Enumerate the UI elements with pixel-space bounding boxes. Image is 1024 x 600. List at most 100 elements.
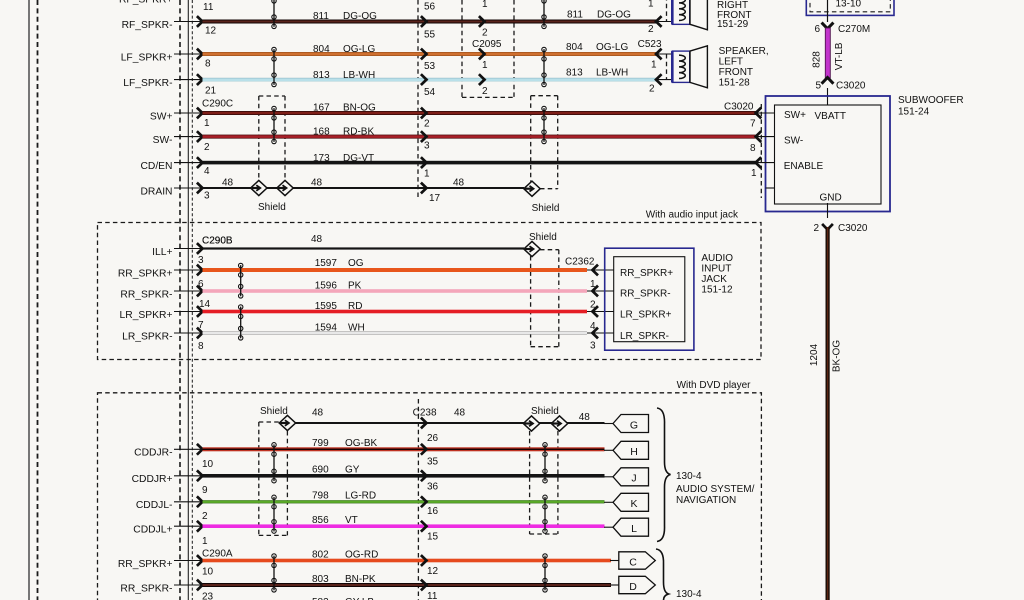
svg-text:7: 7: [198, 320, 204, 331]
svg-text:NAVIGATION: NAVIGATION: [676, 495, 736, 506]
svg-text:811: 811: [567, 10, 583, 21]
svg-text:VT-LB: VT-LB: [834, 42, 845, 70]
svg-text:6: 6: [814, 24, 820, 35]
svg-text:13-10: 13-10: [836, 0, 862, 10]
svg-text:Shield: Shield: [529, 232, 557, 243]
svg-text:With audio input jack: With audio input jack: [646, 210, 739, 221]
svg-text:VBATT: VBATT: [815, 111, 846, 122]
svg-text:RR_SPKR+: RR_SPKR+: [620, 268, 673, 279]
svg-text:2: 2: [424, 119, 430, 130]
svg-text:167: 167: [313, 103, 330, 114]
svg-text:1594: 1594: [315, 323, 338, 334]
svg-text:690: 690: [312, 465, 329, 476]
svg-text:FRONT: FRONT: [719, 67, 753, 78]
svg-text:BK-OG: BK-OG: [832, 340, 843, 372]
svg-text:With DVD player: With DVD player: [677, 380, 752, 391]
svg-text:C290B: C290B: [202, 236, 233, 247]
svg-text:6: 6: [198, 279, 204, 290]
svg-text:SUBWOOFER: SUBWOOFER: [898, 95, 964, 106]
svg-text:OG-LG: OG-LG: [596, 42, 628, 53]
svg-text:828: 828: [812, 51, 823, 68]
svg-text:36: 36: [427, 482, 439, 493]
svg-text:RF_SPKR+: RF_SPKR+: [119, 0, 173, 6]
svg-text:SW+: SW+: [784, 110, 806, 121]
svg-text:15: 15: [427, 532, 439, 543]
svg-text:BN-OG: BN-OG: [343, 103, 376, 114]
svg-text:C2362: C2362: [565, 257, 595, 268]
svg-text:ILL+: ILL+: [152, 247, 172, 258]
svg-text:8: 8: [750, 143, 756, 154]
svg-text:K: K: [630, 498, 637, 510]
svg-text:GY-LB: GY-LB: [345, 597, 374, 600]
svg-text:12: 12: [205, 26, 217, 37]
svg-text:48: 48: [311, 234, 323, 245]
svg-text:2: 2: [482, 28, 488, 39]
svg-text:2: 2: [813, 223, 819, 234]
svg-text:LR_SPKR-: LR_SPKR-: [122, 331, 172, 342]
svg-text:RR_SPKR+: RR_SPKR+: [118, 268, 173, 279]
svg-text:10: 10: [202, 459, 214, 470]
svg-text:1: 1: [202, 536, 208, 547]
svg-text:OG-RD: OG-RD: [345, 549, 378, 560]
svg-text:8: 8: [205, 59, 211, 70]
svg-text:L: L: [631, 523, 637, 535]
svg-text:168: 168: [313, 127, 330, 138]
svg-text:D: D: [629, 581, 637, 593]
svg-text:151-28: 151-28: [719, 78, 751, 89]
svg-text:J: J: [631, 473, 636, 485]
svg-text:23: 23: [202, 592, 214, 600]
svg-text:48: 48: [454, 408, 466, 419]
svg-text:14: 14: [199, 299, 211, 310]
svg-text:PK: PK: [348, 281, 362, 292]
svg-text:11: 11: [203, 2, 214, 13]
svg-text:583: 583: [312, 597, 329, 600]
svg-text:48: 48: [311, 178, 323, 189]
svg-text:GND: GND: [820, 193, 842, 204]
svg-text:798: 798: [312, 491, 329, 502]
svg-text:CDDJR+: CDDJR+: [132, 474, 173, 485]
svg-text:12: 12: [427, 566, 439, 577]
svg-text:1597: 1597: [315, 258, 338, 269]
svg-text:1: 1: [424, 169, 430, 180]
svg-text:1: 1: [482, 0, 488, 10]
svg-text:3: 3: [198, 255, 204, 266]
svg-text:AUDIO: AUDIO: [701, 253, 733, 264]
svg-text:2: 2: [204, 142, 210, 153]
svg-text:53: 53: [424, 61, 436, 72]
svg-text:RR_SPKR-: RR_SPKR-: [620, 289, 671, 300]
svg-text:JACK: JACK: [701, 274, 727, 285]
svg-text:ENABLE: ENABLE: [784, 161, 824, 172]
svg-text:2: 2: [482, 86, 488, 97]
svg-text:SW-: SW-: [153, 135, 173, 146]
svg-text:2: 2: [202, 511, 208, 522]
svg-text:LR_SPKR+: LR_SPKR+: [120, 310, 173, 321]
svg-text:SW-: SW-: [784, 136, 803, 147]
svg-text:130-4: 130-4: [676, 589, 702, 600]
svg-text:1204: 1204: [809, 343, 820, 366]
svg-text:4: 4: [590, 321, 596, 332]
svg-text:48: 48: [579, 412, 591, 423]
svg-text:16: 16: [427, 506, 439, 517]
svg-text:OG-LG: OG-LG: [343, 44, 375, 55]
svg-text:G: G: [630, 419, 638, 431]
svg-text:Shield: Shield: [258, 202, 286, 213]
svg-text:AUDIO SYSTEM/: AUDIO SYSTEM/: [676, 484, 755, 495]
svg-text:1596: 1596: [315, 281, 338, 292]
svg-text:3: 3: [204, 191, 210, 202]
svg-text:LB-WH: LB-WH: [343, 70, 375, 81]
svg-text:C290B: C290B: [202, 236, 233, 247]
svg-text:CDDJR-: CDDJR-: [134, 448, 172, 459]
svg-text:RR_SPKR-: RR_SPKR-: [120, 583, 172, 594]
svg-text:LR_SPKR+: LR_SPKR+: [620, 309, 672, 320]
svg-text:26: 26: [427, 433, 439, 444]
svg-text:802: 802: [312, 549, 329, 560]
svg-text:2: 2: [649, 84, 655, 95]
svg-text:C3020: C3020: [724, 102, 754, 113]
svg-text:OG-BK: OG-BK: [345, 438, 378, 449]
svg-text:804: 804: [313, 44, 330, 55]
svg-text:5: 5: [815, 81, 821, 92]
svg-text:54: 54: [424, 87, 436, 98]
svg-text:7: 7: [750, 119, 756, 130]
svg-text:RF_SPKR-: RF_SPKR-: [122, 20, 173, 31]
svg-text:SW+: SW+: [150, 111, 173, 122]
